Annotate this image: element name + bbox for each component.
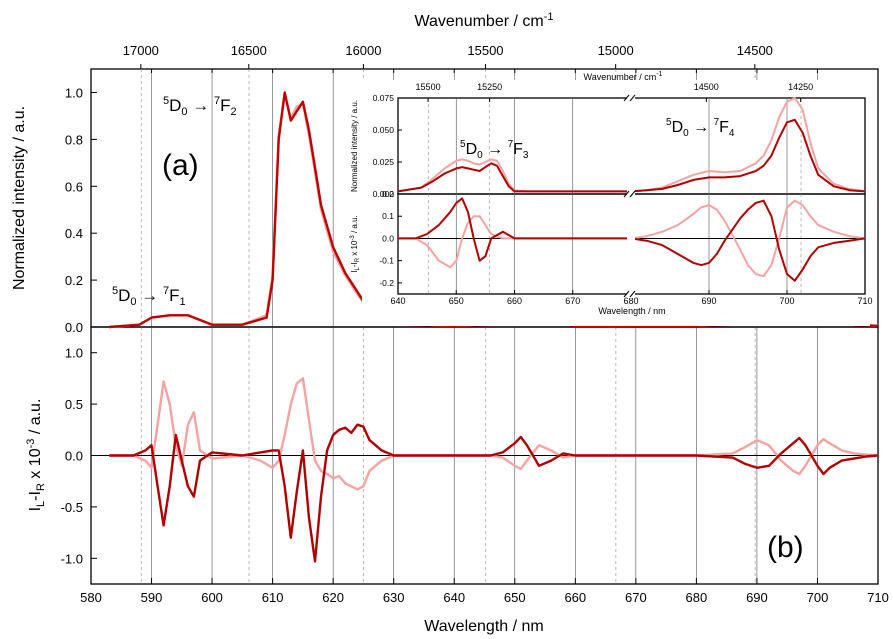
- x-tick-label: 670: [625, 590, 647, 605]
- inset-bottom-y-tick-label: 0.2: [382, 189, 394, 199]
- top-tick-label: 14500: [737, 43, 773, 58]
- panel-a-label: (a): [162, 149, 199, 182]
- inset-x-tick-label: 690: [701, 296, 716, 306]
- inset-bottom-series-2: [398, 197, 866, 282]
- x-tick-label: 710: [867, 590, 889, 605]
- x-tick-label: 650: [504, 590, 526, 605]
- panel-b-y-tick-label: 0.5: [65, 397, 83, 412]
- inset-top-tick-label: 14500: [694, 82, 719, 92]
- inset-axes: 640 650 660 670 680 690 700 710 15500 15250 14500 1…: [373, 82, 873, 306]
- panel-b-series-1: [109, 377, 879, 491]
- inset-bottom-plot-area: [398, 197, 866, 282]
- panel-b-series-2: [109, 423, 879, 563]
- x-tick-label: 680: [686, 590, 708, 605]
- inset-x-tick-label: 640: [390, 296, 405, 306]
- panel-b-y-axis-title: IL-IR x 10-3 / a.u.: [25, 399, 47, 512]
- inset-bottom-y-tick-label: 0.1: [382, 211, 394, 221]
- panel-a-y-tick-label: 0.0: [65, 320, 83, 335]
- inset-top-y-axis-title: Normalized intensity / a.u.: [350, 100, 359, 192]
- inset-bottom-y-tick-label: -0.1: [379, 256, 394, 266]
- x-tick-label: 610: [262, 590, 284, 605]
- inset-top-y-tick-label: 0.000: [373, 189, 395, 199]
- top-tick-label: 15000: [598, 43, 634, 58]
- inset-bottom-y-tick-label: -0.2: [379, 278, 394, 288]
- inset-x-tick-label: 670: [565, 296, 580, 306]
- inset-bottom-y-tick-label: 0.0: [382, 233, 394, 243]
- x-tick-label: 690: [746, 590, 768, 605]
- inset-top-y-tick-label: 0.025: [373, 157, 395, 167]
- x-tick-label: 620: [322, 590, 344, 605]
- x-tick-label: 660: [564, 590, 586, 605]
- x-tick-label: 640: [443, 590, 465, 605]
- panel-a-y-tick-label: 1.0: [65, 85, 83, 100]
- annotation-f2: 5D0 → 7F2: [163, 95, 237, 118]
- x-tick-label: 600: [201, 590, 223, 605]
- top-axis-title: Wavenumber / cm-1: [415, 11, 554, 30]
- panel-b-label: (b): [767, 531, 804, 564]
- inset-x-tick-label: 700: [779, 296, 794, 306]
- top-tick-label: 17000: [123, 43, 159, 58]
- inset-x-tick-label: 650: [449, 296, 464, 306]
- inset-bottom-series-1: [398, 199, 866, 278]
- panel-a-y-tick-label: 0.6: [65, 179, 83, 194]
- inset-axis-break: [623, 93, 636, 298]
- panel-a-y-tick-label: 0.8: [65, 132, 83, 147]
- panel-a-y-tick-label: 0.4: [65, 226, 83, 241]
- inset-x-tick-label: 680: [623, 296, 638, 306]
- inset-top-y-tick-label: 0.075: [373, 93, 395, 103]
- inset-top-series-2: [397, 118, 866, 193]
- x-tick-label: 590: [141, 590, 163, 605]
- top-tick-label: 16000: [345, 43, 381, 58]
- top-tick-label: 15500: [467, 43, 503, 58]
- panel-b-y-tick-label: -1.0: [61, 551, 83, 566]
- panel-a-y-tick-label: 0.2: [65, 273, 83, 288]
- inset-x-axis-title: Wavelength / nm: [598, 306, 665, 316]
- panel-b-y-tick-label: 1.0: [65, 346, 83, 361]
- x-axis-title: Wavelength / nm: [424, 618, 543, 635]
- annotation-f3: 5D0 → 7F3: [460, 139, 529, 161]
- main-axes: 580 590 600 610 620 630 640 650 660 670 680 690 700 7…: [61, 43, 889, 605]
- inset-bottom-y-axis-title: IL-IR x 10-3 / a.u.: [350, 215, 361, 273]
- inset-top-plot-area: [397, 97, 866, 193]
- inset-x-tick-label: 710: [857, 296, 872, 306]
- panel-b-y-tick-label: 0.0: [65, 449, 83, 464]
- inset-chart: 640 650 660 670 680 690 700 710 15500 15250 14500 1…: [350, 71, 873, 326]
- annotation-f1: 5D0 → 7F1: [112, 285, 186, 308]
- top-tick-label: 16500: [231, 43, 267, 58]
- annotation-f4: 5D0 → 7F4: [666, 117, 735, 139]
- inset-top-tick-label: 14250: [788, 82, 813, 92]
- inset-background: [362, 80, 870, 326]
- inset-top-y-tick-label: 0.050: [373, 125, 395, 135]
- inset-top-axis-title: Wavenumber / cm-1: [584, 71, 663, 82]
- x-tick-label: 580: [80, 590, 102, 605]
- x-tick-label: 700: [807, 590, 829, 605]
- inset-top-tick-label: 15250: [477, 82, 502, 92]
- x-tick-label: 630: [383, 590, 405, 605]
- panel-b-y-tick-label: -0.5: [61, 500, 83, 515]
- inset-x-tick-label: 660: [507, 296, 522, 306]
- inset-top-tick-label: 15500: [416, 82, 441, 92]
- panel-a-y-axis-title: Normalized intensity / a.u.: [11, 106, 28, 290]
- panel-b-plot-area: [109, 377, 879, 563]
